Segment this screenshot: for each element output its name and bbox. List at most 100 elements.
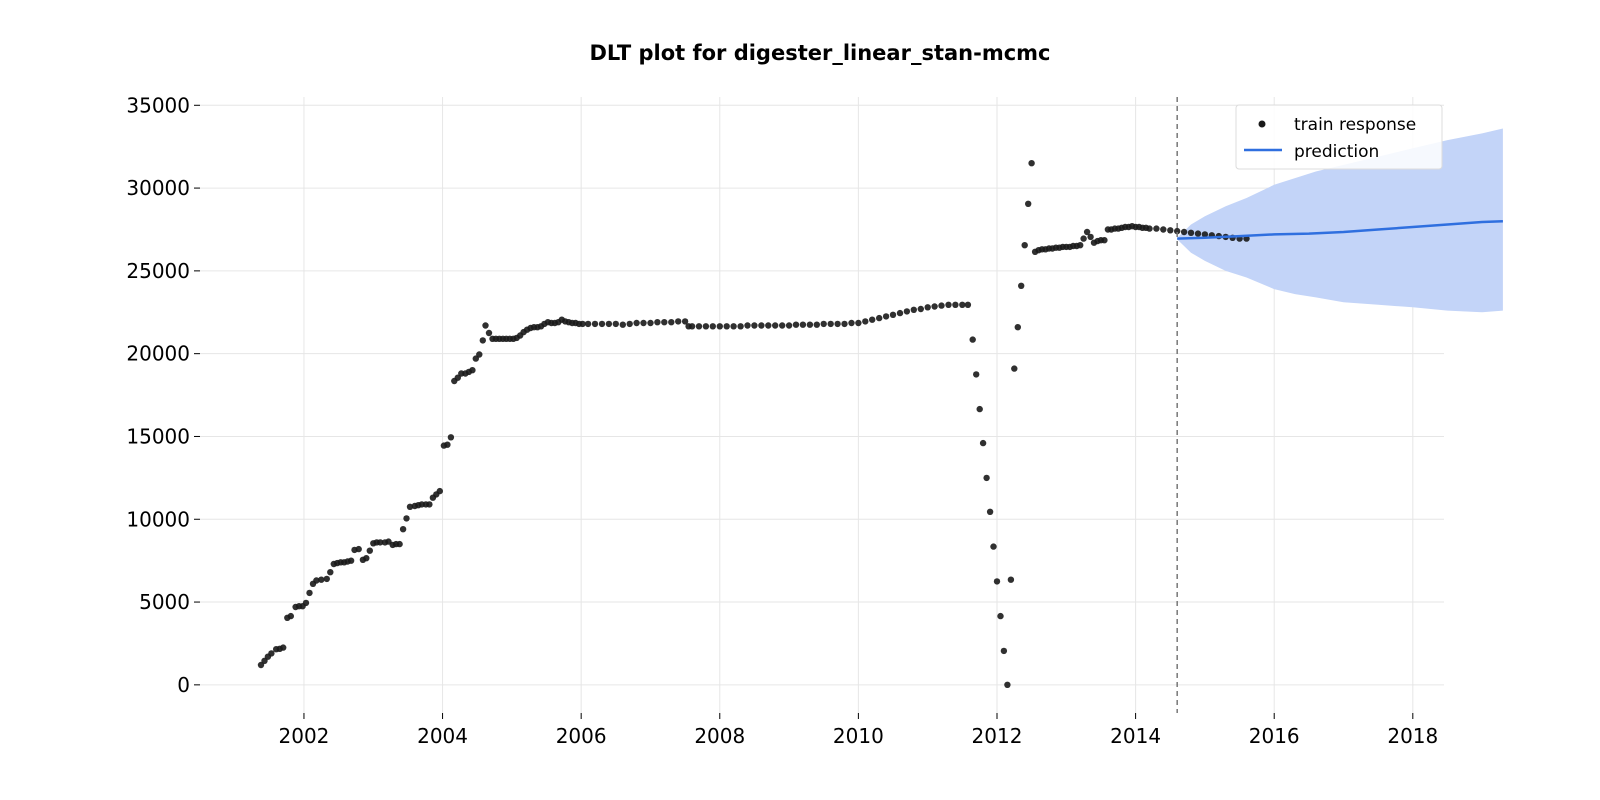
train-response-point [1080, 235, 1087, 242]
train-response-point [598, 320, 606, 328]
train-response-point [964, 301, 972, 308]
y-tick-label: 10000 [126, 507, 190, 531]
train-response-point [447, 434, 455, 441]
train-response-point [1028, 160, 1035, 167]
train-response-point [1018, 282, 1025, 289]
train-response-point [737, 323, 744, 330]
train-response-point [668, 319, 675, 326]
train-response-point [716, 323, 723, 330]
train-response-point [1160, 226, 1167, 233]
train-response-point [485, 329, 493, 337]
train-response-point [257, 661, 265, 669]
train-response-point [876, 314, 883, 322]
train-response-point [1153, 225, 1160, 232]
x-tick-label: 2006 [556, 724, 607, 748]
train-response-point [444, 441, 451, 448]
train-response-point [827, 320, 834, 328]
train-response-point [973, 371, 980, 378]
train-response-point [355, 545, 362, 553]
train-response-point [986, 508, 994, 515]
train-response-point [1187, 229, 1195, 236]
train-response-point [1083, 228, 1091, 236]
train-response-point [702, 323, 710, 330]
train-response-point [1004, 681, 1011, 688]
train-response-point [454, 374, 461, 381]
train-response-point [347, 557, 355, 564]
train-response-point [302, 599, 310, 607]
train-response-point [799, 321, 807, 328]
train-response-point [792, 321, 800, 328]
train-response-point [612, 320, 619, 328]
prediction-band [1177, 128, 1503, 313]
train-response-point [779, 322, 786, 329]
train-response-point [1007, 576, 1015, 583]
train-response-point [969, 336, 976, 343]
train-response-point [626, 320, 633, 328]
y-tick-label: 0 [177, 673, 190, 697]
x-tick-label: 2018 [1387, 724, 1438, 748]
train-response-point [945, 301, 952, 308]
train-response-point [327, 569, 334, 576]
train-response-point [268, 650, 275, 657]
chart-title: DLT plot for digester_linear_stan-mcmc [589, 41, 1050, 65]
legend-train-response-marker [1258, 120, 1266, 128]
train-response-point [785, 322, 793, 329]
train-response-point [758, 322, 765, 329]
train-response-point [1201, 231, 1209, 238]
train-response-point [730, 323, 737, 330]
train-response-point [476, 351, 483, 358]
train-response-point [366, 547, 373, 554]
x-tick-label: 2004 [417, 724, 468, 748]
train-response-point [772, 322, 779, 329]
train-response-point [633, 319, 640, 327]
train-response-point [584, 320, 592, 328]
train-response-point [1101, 237, 1108, 244]
train-response-point [306, 589, 313, 597]
x-tick-label: 2014 [1110, 724, 1161, 748]
train-response-point [287, 612, 294, 620]
x-tick-label: 2008 [694, 724, 745, 748]
train-response-point [869, 316, 876, 323]
train-response-point [997, 612, 1004, 620]
train-response-point [688, 323, 696, 330]
train-response-point [396, 540, 403, 548]
y-tick-label: 25000 [126, 259, 190, 283]
train-response-point [813, 321, 820, 328]
train-response-point [1021, 242, 1028, 249]
train-response-point [848, 319, 855, 327]
train-response-point [1000, 647, 1008, 655]
train-response-point [479, 337, 486, 344]
train-response-point [834, 320, 841, 328]
train-response-point [841, 320, 848, 328]
train-response-point [889, 311, 897, 318]
train-response-point [681, 318, 689, 325]
train-response-point [910, 306, 917, 313]
train-response-point [436, 487, 443, 495]
train-response-point [1014, 324, 1021, 331]
train-response-point [579, 320, 586, 328]
train-response-point [959, 301, 966, 308]
train-response-point [931, 303, 938, 310]
train-response-point [820, 320, 827, 328]
train-response-point [806, 321, 814, 328]
train-response-point [591, 320, 599, 328]
train-response-point [751, 322, 758, 329]
train-response-point [403, 515, 410, 522]
train-response-point [990, 543, 997, 550]
train-response-point [695, 323, 703, 330]
train-response-point [862, 318, 869, 325]
train-response-point [938, 302, 945, 309]
train-response-point [406, 503, 414, 510]
x-tick-label: 2016 [1249, 724, 1300, 748]
y-tick-label: 35000 [126, 93, 190, 117]
grid [200, 97, 1444, 713]
train-response-point [469, 367, 476, 374]
legend-prediction-label: prediction [1294, 142, 1379, 162]
train-response-point [363, 555, 370, 562]
x-tick-label: 2002 [279, 724, 330, 748]
y-tick-label: 20000 [126, 342, 190, 366]
prediction-band-layer [1177, 128, 1503, 313]
train-response-point [952, 301, 959, 308]
train-response-point [1146, 225, 1153, 232]
y-tick-label: 30000 [126, 176, 190, 200]
